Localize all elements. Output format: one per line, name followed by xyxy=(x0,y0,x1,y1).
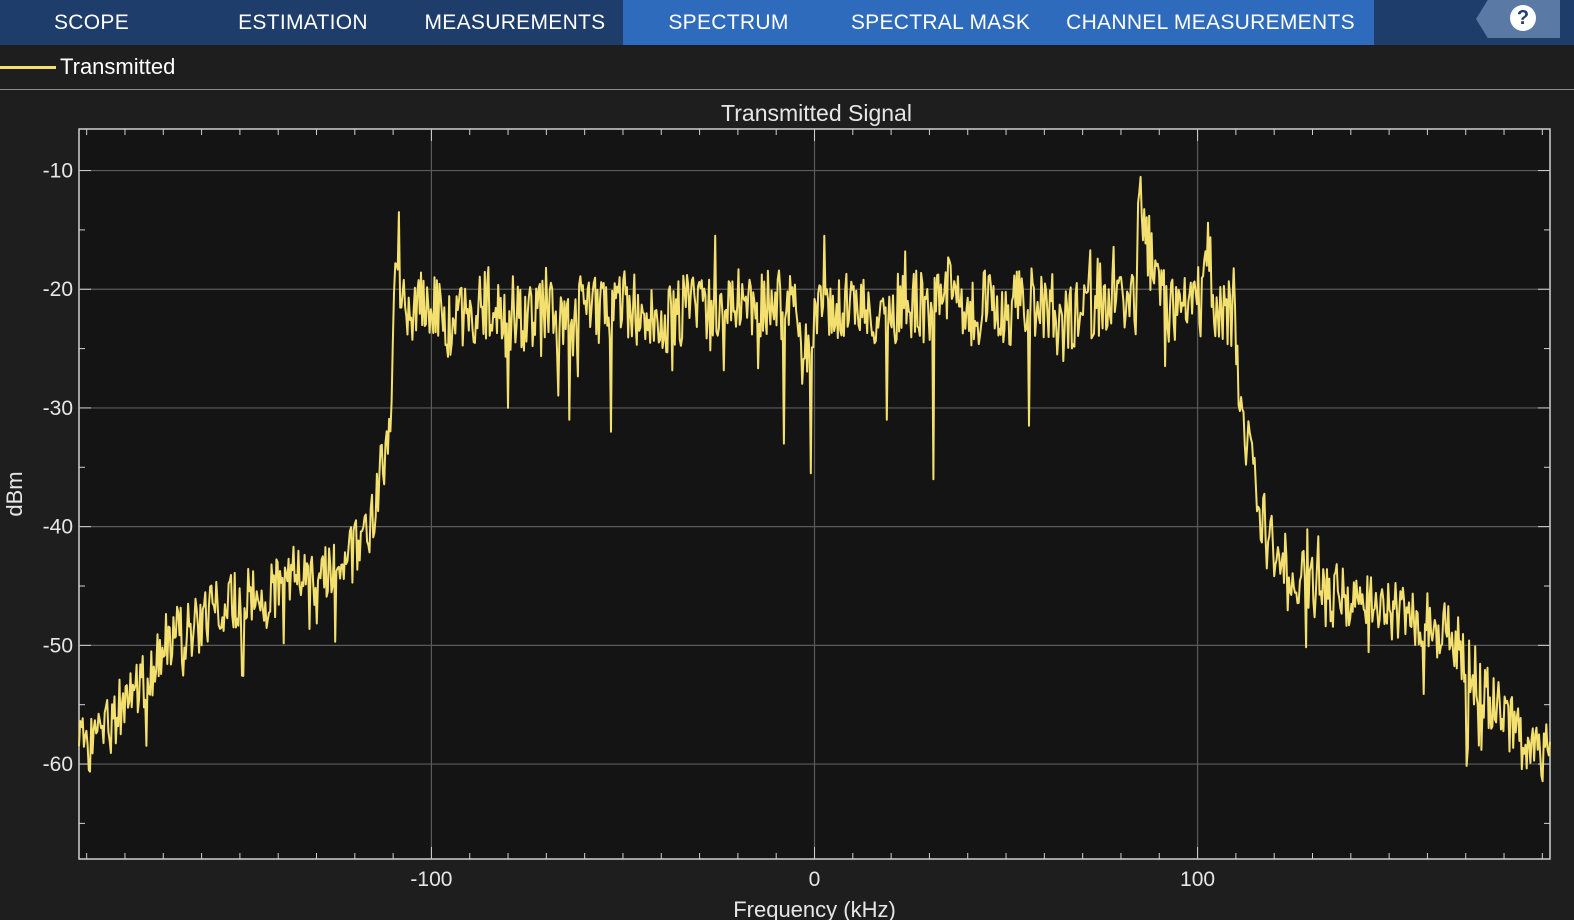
tab-estimation[interactable]: ESTIMATION xyxy=(238,10,368,34)
x-tick-label: 0 xyxy=(809,868,821,891)
legend-bar: Transmitted xyxy=(0,45,1574,90)
y-axis-label: dBm xyxy=(2,471,27,516)
legend-line-swatch xyxy=(0,66,56,69)
spectrum-plot[interactable]: -100 0 100 -10 -20 -30 -40 -50 -60 Transmitted Si… xyxy=(0,90,1574,920)
x-tick-label: 100 xyxy=(1180,868,1215,891)
y-tick-label: -60 xyxy=(43,753,73,776)
x-axis-label: Frequency (kHz) xyxy=(733,897,896,920)
chart-title: Transmitted Signal xyxy=(721,100,912,126)
transmitted-trace[interactable] xyxy=(78,175,1551,783)
tab-channel-measurements[interactable]: CHANNEL MEASUREMENTS xyxy=(1047,0,1374,45)
y-tick-label: -20 xyxy=(43,278,73,301)
tab-spectrum[interactable]: SPECTRUM xyxy=(623,0,834,45)
help-icon[interactable]: ? xyxy=(1510,5,1536,31)
legend-label[interactable]: Transmitted xyxy=(60,54,176,79)
y-tick-label: -10 xyxy=(43,160,73,183)
y-tick-label: -30 xyxy=(43,397,73,420)
tab-bar: SCOPE ESTIMATION MEASUREMENTS SPECTRUM S… xyxy=(0,0,1574,45)
tab-measurements[interactable]: MEASUREMENTS xyxy=(424,10,606,34)
y-tick-label: -50 xyxy=(43,634,73,657)
y-tick-label: -40 xyxy=(43,516,73,539)
tab-scope[interactable]: SCOPE xyxy=(53,10,130,34)
tab-spectral-mask[interactable]: SPECTRAL MASK xyxy=(834,0,1047,45)
x-tick-label: -100 xyxy=(410,868,452,891)
